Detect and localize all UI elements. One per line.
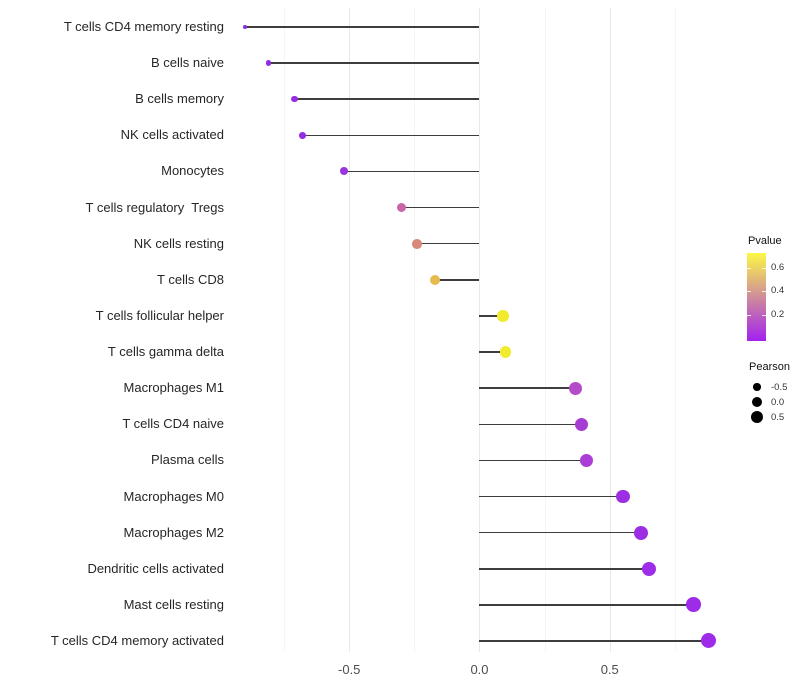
lollipop-dot [396,202,407,213]
category-label: Macrophages M0 [123,488,224,504]
pearson-size-dot [750,410,764,424]
colorbar-tick-label: 0.4 [771,285,785,297]
gridline-minor [284,8,286,652]
lollipop-stem [479,640,709,642]
lollipop-stem [479,604,694,606]
lollipop-stem [479,351,506,353]
category-label: NK cells activated [120,127,224,143]
plot-panel [232,8,740,652]
category-label: Plasma cells [151,452,224,468]
lollipop-dot [701,633,717,649]
colorbar-tick-mark [762,290,766,292]
x-axis-tick-label: 0.5 [600,662,619,677]
lollipop-stem [479,423,582,426]
x-axis-tick-label: -0.5 [338,662,361,677]
colorbar-tick-label: 0.6 [771,262,785,274]
x-axis-tick-label: 0.0 [470,662,489,677]
lollipop-dot [579,453,593,467]
lollipop-dot [298,132,306,139]
pearson-size-dot [753,383,761,391]
category-label: Macrophages M2 [123,524,224,540]
lollipop-dot [265,60,272,66]
lollipop-dot [291,95,298,103]
category-label: T cells CD4 naive [122,416,224,432]
colorbar-tick-mark [747,290,751,292]
category-label: Dendritic cells activated [87,560,224,576]
lollipop-dot [430,274,441,285]
lollipop-stem [479,315,503,317]
category-label: B cells naive [151,55,224,71]
colorbar-tick-mark [747,267,751,269]
gridline-major [609,8,611,652]
lollipop-dot [412,238,422,249]
lollipop-dot [569,381,583,395]
lollipop-dot [634,525,648,540]
lollipop-dot [615,489,630,504]
category-label: T cells CD8 [157,271,224,287]
pvalue-colorbar [747,253,766,341]
lollipop-stem [435,279,480,281]
lollipop-stem [416,242,480,245]
lollipop-dot [242,24,248,30]
category-label: Macrophages M1 [123,380,224,396]
category-label: T cells CD4 memory activated [50,632,224,648]
lollipop-dot [574,417,588,431]
lollipop-dot [641,561,656,576]
lollipop-stem [479,495,623,498]
lollipop-stem [479,568,649,570]
category-label: Mast cells resting [123,596,224,612]
lollipop-stem [479,387,576,389]
lollipop-stem [479,531,641,534]
category-label: NK cells resting [133,235,224,251]
category-label: T cells regulatory Tregs [85,199,224,215]
gridline-major [479,8,481,652]
lollipop-stem [302,134,480,137]
lollipop-dot [499,346,512,358]
colorbar-tick-label: 0.2 [771,309,785,321]
lollipop-dot [497,310,509,322]
lollipop-stem [344,170,480,173]
category-label: T cells gamma delta [107,344,224,360]
pearson-size-label: -0.5 [771,381,788,393]
lollipop-stem [294,98,480,100]
colorbar-tick-mark [747,314,751,316]
category-label: B cells memory [135,91,224,107]
category-label: T cells follicular helper [95,307,224,323]
pearson-size-dot [752,397,762,407]
pearson-size-label: 0.5 [771,411,785,423]
lollipop-stem [245,26,480,28]
colorbar-tick-mark [762,267,766,269]
category-label: Monocytes [161,163,224,179]
pearson-size-label: 0.0 [771,396,785,408]
gridline-minor [544,8,546,652]
lollipop-stem [479,459,587,462]
legend-pearson-title: Pearson [749,361,790,373]
lollipop-stem [401,206,480,209]
gridline-major [349,8,351,652]
lollipop-dot [340,167,349,176]
gridline-minor [674,8,676,652]
category-label: T cells CD4 memory resting [63,19,224,34]
legend-pvalue-title: Pvalue [748,235,782,247]
lollipop-stem [268,62,480,64]
gridline-minor [414,8,416,652]
colorbar-tick-mark [762,314,766,316]
lollipop-dot [685,597,701,613]
